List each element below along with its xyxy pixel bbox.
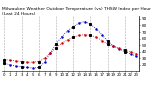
Text: Milwaukee Weather Outdoor Temperature (vs) THSW Index per Hour (Last 24 Hours): Milwaukee Weather Outdoor Temperature (v… [2,7,150,16]
